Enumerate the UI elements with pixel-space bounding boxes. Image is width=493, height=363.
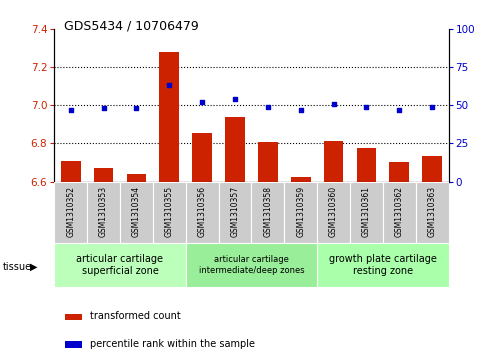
Bar (350, 182, 383, 243)
Text: GSM1310360: GSM1310360 (329, 185, 338, 237)
Point (67, 107, 74, 113)
Text: transformed count: transformed count (90, 311, 181, 321)
Bar (423, 156, 442, 182)
Text: articular cartilage
superficial zone: articular cartilage superficial zone (76, 254, 164, 276)
Text: tissue: tissue (2, 262, 32, 272)
Text: growth plate cartilage
resting zone: growth plate cartilage resting zone (329, 254, 437, 276)
Text: GSM1310357: GSM1310357 (231, 185, 240, 237)
Text: GSM1310354: GSM1310354 (132, 185, 141, 237)
Bar (87, 182, 120, 243)
Text: GSM1310356: GSM1310356 (198, 185, 207, 237)
Point (165, 82, 173, 88)
Bar (284, 182, 317, 243)
Point (362, 104, 370, 110)
Text: GSM1310361: GSM1310361 (362, 185, 371, 237)
Bar (251, 182, 284, 243)
Bar (65, 341, 82, 348)
Bar (186, 182, 218, 243)
Point (395, 107, 403, 113)
Bar (383, 182, 416, 243)
Bar (324, 142, 344, 182)
Point (100, 105, 107, 111)
Bar (54, 243, 186, 287)
Bar (65, 314, 82, 320)
Bar (291, 177, 311, 182)
Bar (356, 148, 376, 182)
Bar (186, 243, 317, 287)
Bar (61, 160, 80, 182)
Point (428, 104, 436, 110)
Bar (192, 133, 212, 182)
Point (264, 104, 272, 110)
Text: GSM1310362: GSM1310362 (395, 185, 404, 237)
Bar (54, 182, 87, 243)
Text: GSM1310363: GSM1310363 (428, 185, 437, 237)
Bar (153, 182, 186, 243)
Bar (225, 117, 245, 182)
Bar (94, 168, 113, 182)
Text: GDS5434 / 10706479: GDS5434 / 10706479 (64, 20, 199, 33)
Bar (218, 182, 251, 243)
Bar (258, 142, 278, 182)
Text: GSM1310353: GSM1310353 (99, 185, 108, 237)
Text: GSM1310352: GSM1310352 (66, 185, 75, 237)
Text: GSM1310359: GSM1310359 (296, 185, 305, 237)
Bar (317, 243, 449, 287)
Point (198, 99, 206, 105)
Point (231, 96, 239, 102)
Bar (317, 182, 350, 243)
Point (133, 105, 141, 111)
Bar (389, 162, 409, 182)
Point (330, 101, 338, 107)
Bar (127, 174, 146, 182)
Text: GSM1310355: GSM1310355 (165, 185, 174, 237)
Text: ▶: ▶ (30, 262, 37, 272)
Text: percentile rank within the sample: percentile rank within the sample (90, 339, 255, 349)
Bar (416, 182, 449, 243)
Bar (159, 52, 179, 182)
Point (297, 107, 305, 113)
Bar (120, 182, 153, 243)
Text: articular cartilage
intermediate/deep zones: articular cartilage intermediate/deep zo… (199, 255, 304, 275)
Text: GSM1310358: GSM1310358 (263, 185, 272, 237)
